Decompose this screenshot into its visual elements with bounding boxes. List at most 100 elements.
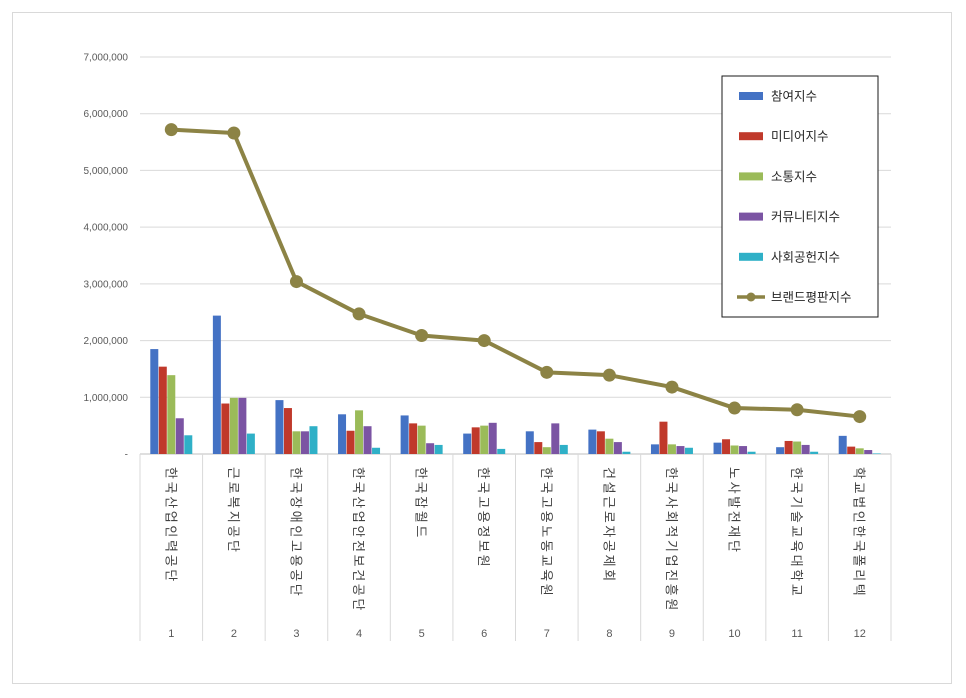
category-name-char: 공 [600,540,615,552]
category-name-char: 노 [538,525,553,537]
category-name-char: 학 [851,467,866,479]
category-name-char: 인 [162,525,177,537]
bar-소통지수-4 [355,410,364,454]
category-name-char: 업 [350,511,365,523]
category-name-char: 안 [350,525,365,537]
y-tick-label: 4,000,000 [84,223,129,234]
category-name-char: 한 [475,467,490,479]
category-name-char: 한 [413,467,428,479]
bar-참여지수-3 [275,400,284,454]
bar-미디어지수-3 [283,408,292,454]
category-name-char: 교 [788,584,803,596]
bar-미디어지수-10 [722,439,731,454]
category-name-char: 기 [788,496,803,508]
line-series-group [164,123,867,424]
bar-사회공헌지수-1 [184,435,193,454]
category-name-char: 한 [538,467,553,479]
y-tick-label: 6,000,000 [84,109,129,120]
marker-브랜드평판지수-12 [853,410,867,424]
category-name-char: 고 [475,496,490,508]
bar-소통지수-5 [417,425,426,454]
category-name-char: 국 [475,482,490,494]
legend-swatch-미디어지수 [739,132,763,141]
bar-커뮤니티지수-9 [676,446,685,454]
bar-커뮤니티지수-6 [488,422,497,454]
category-name-char: 한 [788,467,803,479]
category-name-char: 육 [788,540,803,552]
bar-참여지수-7 [525,431,534,454]
category-name-char: 국 [413,482,428,494]
legend-marker-브랜드평판지수 [746,292,756,302]
category-name-char: 보 [475,540,490,552]
bar-참여지수-4 [338,414,347,454]
legend-swatch-소통지수 [739,172,763,181]
category-name-char: 전 [726,511,741,523]
category-name-char: 산 [350,496,365,508]
category-name-char: 한 [663,467,678,479]
bar-미디어지수-9 [659,421,668,454]
category-name-char: 단 [225,540,240,552]
x-axis-table: 한국산업인력공단1근로복지공단2한국장애인고용공단3한국산업안전보건공단4한국잡… [139,454,892,641]
marker-브랜드평판지수-8 [602,368,616,382]
bar-참여지수-1 [150,349,159,454]
category-name-char: 산 [162,496,177,508]
category-index-label: 5 [419,628,425,640]
y-tick-label: 1,000,000 [84,393,129,404]
category-name-char: 국 [663,482,678,494]
category-name-char: 전 [350,540,365,552]
category-name-char: 단 [162,569,177,581]
bar-커뮤니티지수-5 [426,443,435,454]
bar-커뮤니티지수-7 [551,423,560,454]
marker-브랜드평판지수-6 [477,334,491,348]
bar-참여지수-9 [650,444,659,454]
category-name-char: 보 [350,555,365,567]
category-name-char: 교 [788,525,803,537]
category-name-char: 흥 [663,584,678,596]
bar-미디어지수-12 [847,446,856,454]
y-tick-label: 2,000,000 [84,336,129,347]
category-name-char: 폴 [851,555,866,567]
bar-미디어지수-4 [346,430,355,454]
bar-커뮤니티지수-3 [300,431,309,454]
category-name-char: 건 [600,467,615,479]
line-브랜드평판지수 [171,127,860,419]
y-tick-label: 5,000,000 [84,166,129,177]
bar-사회공헌지수-5 [434,444,443,454]
category-name-char: 공 [162,555,177,567]
bar-소통지수-12 [855,448,864,454]
bar-미디어지수-1 [158,366,167,454]
bar-사회공헌지수-10 [747,451,756,454]
category-name-char: 한 [851,525,866,537]
category-name-char: 술 [788,511,803,523]
category-name-char: 용 [475,511,490,523]
category-name-char: 장 [287,496,302,508]
bar-미디어지수-8 [596,431,605,454]
category-index-label: 3 [293,628,299,640]
category-name-char: 한 [350,467,365,479]
marker-브랜드평판지수-11 [790,403,804,417]
category-name-char: 단 [287,584,302,596]
bar-소통지수-1 [167,375,176,454]
category-name-char: 로 [225,482,240,494]
category-name-char: 대 [788,555,803,567]
bar-사회공헌지수-7 [559,444,568,454]
category-name-char: 고 [287,540,302,552]
y-tick-label: 7,000,000 [84,53,129,64]
bar-사회공헌지수-8 [622,451,631,454]
category-index-label: 11 [791,628,802,640]
category-name-char: 인 [287,525,302,537]
category-name-char: 용 [287,555,302,567]
bar-커뮤니티지수-10 [739,446,748,454]
legend-label-참여지수: 참여지수 [771,89,817,104]
bar-미디어지수-5 [409,423,418,454]
bar-미디어지수-7 [534,442,543,454]
bar-소통지수-10 [730,445,739,454]
category-name-char: 사 [726,482,741,494]
bar-사회공헌지수-6 [497,448,506,454]
bar-참여지수-12 [838,435,847,454]
bar-참여지수-10 [713,442,722,454]
